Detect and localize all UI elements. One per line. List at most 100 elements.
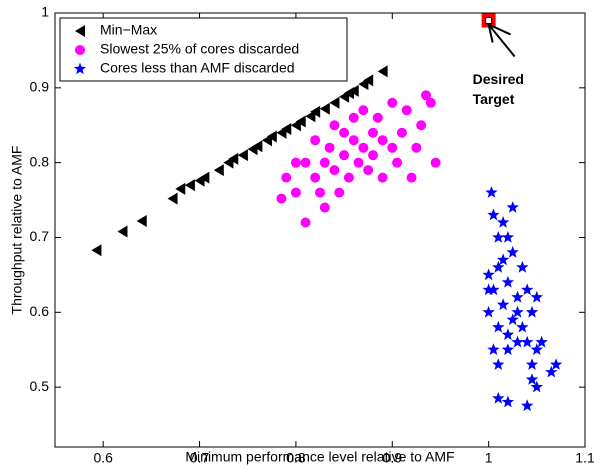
scatter-point bbox=[348, 84, 359, 97]
scatter-point bbox=[377, 135, 388, 146]
annotation: Desired bbox=[473, 71, 524, 87]
scatter-point bbox=[368, 150, 378, 161]
scatter-point bbox=[228, 152, 239, 165]
scatter-point bbox=[511, 305, 524, 318]
scatter-point bbox=[319, 102, 330, 115]
scatter-point bbox=[339, 150, 350, 161]
x-axis-label: Minimum performance level relative to AM… bbox=[185, 449, 454, 465]
scatter-point bbox=[516, 260, 529, 273]
scatter-point bbox=[136, 215, 147, 228]
scatter-point bbox=[487, 208, 500, 221]
scatter-point bbox=[416, 120, 427, 131]
scatter-point bbox=[324, 142, 335, 153]
scatter-point bbox=[252, 140, 263, 153]
legend-box bbox=[59, 17, 348, 82]
scatter-point bbox=[310, 105, 321, 118]
scatter-point bbox=[511, 335, 524, 348]
scatter-point bbox=[387, 142, 398, 153]
scatter-point bbox=[392, 157, 403, 168]
scatter-point bbox=[506, 201, 519, 213]
y-tick-label: 0.7 bbox=[30, 228, 50, 244]
scatter-point bbox=[482, 268, 495, 281]
scatter-point bbox=[353, 157, 364, 168]
scatter-point bbox=[363, 165, 374, 176]
scatter-point bbox=[487, 283, 500, 296]
scatter-point bbox=[348, 135, 359, 146]
scatter-point bbox=[487, 343, 500, 355]
scatter-point bbox=[276, 193, 287, 204]
scatter-point bbox=[430, 157, 441, 168]
scatter-point bbox=[530, 290, 543, 303]
scatter-point bbox=[290, 187, 301, 198]
scatter-point bbox=[411, 142, 422, 153]
scatter-point bbox=[501, 328, 515, 340]
scatter-point bbox=[482, 305, 495, 318]
scatter-point bbox=[492, 320, 505, 333]
scatter-point bbox=[421, 90, 431, 101]
y-axis-label: Throughput relative to AMF bbox=[9, 146, 25, 315]
scatter-point bbox=[501, 231, 515, 243]
scatter-point bbox=[401, 105, 412, 116]
scatter-point bbox=[295, 115, 306, 128]
scatter-point bbox=[485, 186, 498, 198]
scatter-point bbox=[281, 172, 292, 183]
scatter-point bbox=[496, 216, 510, 228]
scatter-point bbox=[358, 142, 369, 153]
scatter-point bbox=[339, 127, 350, 138]
scatter-point bbox=[329, 165, 340, 176]
scatter-point bbox=[521, 283, 534, 296]
x-tick-label: 0.6 bbox=[93, 450, 113, 466]
scatter-point bbox=[377, 65, 388, 78]
scatter-point bbox=[535, 335, 548, 348]
scatter-point bbox=[329, 96, 340, 109]
scatter-point bbox=[358, 105, 369, 116]
scatter-point bbox=[501, 343, 515, 355]
legend-label: Min−Max bbox=[100, 22, 157, 38]
scatter-point bbox=[368, 127, 378, 138]
scatter-point bbox=[501, 275, 515, 288]
scatter-point bbox=[525, 358, 539, 370]
scatter-point bbox=[91, 244, 102, 257]
scatter-point bbox=[506, 245, 519, 258]
scatter-point bbox=[496, 298, 510, 311]
scatter-point bbox=[319, 202, 330, 213]
x-tick-label: 0.9 bbox=[383, 450, 403, 466]
legend-marker bbox=[75, 45, 85, 55]
scatter-point bbox=[237, 149, 248, 162]
scatter-point bbox=[281, 122, 292, 135]
scatter-point bbox=[492, 358, 505, 370]
y-tick-label: 0.9 bbox=[30, 79, 50, 95]
scatter-point bbox=[545, 365, 558, 378]
x-tick-label: 0.7 bbox=[190, 450, 210, 466]
scatter-point bbox=[343, 172, 354, 183]
scatter-point bbox=[492, 260, 505, 273]
scatter-point bbox=[319, 157, 330, 168]
scatter-point bbox=[310, 172, 321, 183]
scatter-point bbox=[175, 182, 186, 195]
annotation: Target bbox=[473, 91, 515, 107]
scatter-point bbox=[506, 313, 519, 326]
scatter-point bbox=[310, 135, 321, 146]
scatter-point bbox=[492, 391, 505, 404]
y-tick-label: 1 bbox=[41, 4, 49, 20]
scatter-point bbox=[501, 395, 515, 408]
legend-marker bbox=[73, 62, 87, 75]
scatter-point bbox=[530, 343, 543, 355]
scatter-point bbox=[334, 187, 345, 198]
scatter-point bbox=[213, 164, 224, 177]
scatter-point bbox=[167, 192, 178, 205]
scatter-point bbox=[372, 112, 383, 123]
scatter-point bbox=[496, 253, 510, 266]
scatter-point bbox=[396, 127, 407, 138]
scatter-point bbox=[521, 399, 534, 412]
scatter-point bbox=[199, 171, 210, 184]
scatter-point bbox=[290, 157, 301, 168]
scatter-point bbox=[482, 283, 495, 296]
scatter-point bbox=[492, 231, 505, 243]
scatter-point bbox=[184, 179, 195, 192]
scatter-point bbox=[377, 172, 388, 183]
scatter-point bbox=[516, 320, 529, 333]
y-tick-label: 0.6 bbox=[30, 303, 50, 319]
scatter-point bbox=[525, 305, 539, 318]
scatter-point bbox=[406, 172, 417, 183]
